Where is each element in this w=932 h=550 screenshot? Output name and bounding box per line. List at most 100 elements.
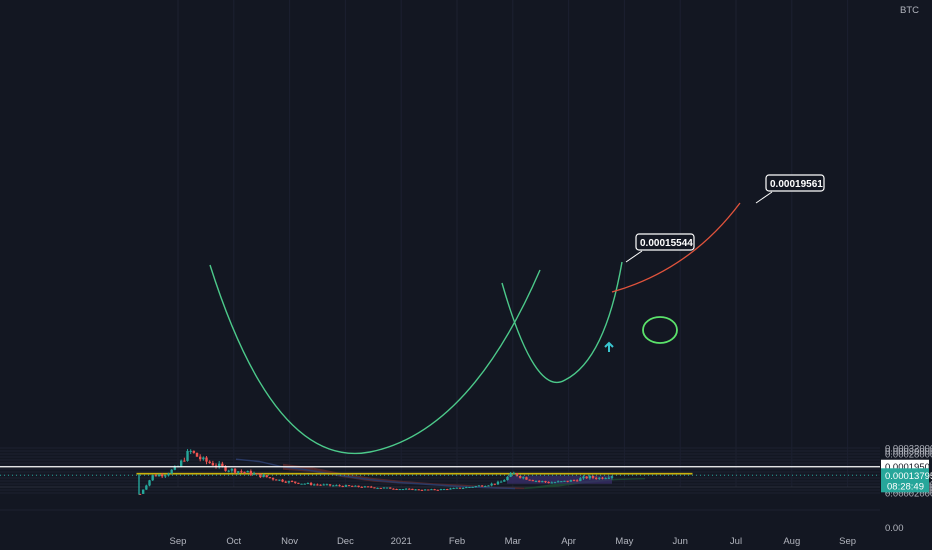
x-tick-label: Nov [281, 536, 298, 547]
candle-body [531, 480, 535, 482]
candle-body [569, 480, 573, 482]
candle-body [151, 475, 154, 481]
candle-body [601, 477, 604, 479]
candle-body [474, 486, 477, 488]
candle-body [332, 485, 335, 487]
candle-body [186, 450, 189, 461]
candle-body [461, 487, 465, 489]
candle-body [237, 471, 240, 473]
candle-body [243, 471, 246, 473]
candle-body [452, 488, 455, 490]
candle-body [335, 485, 338, 487]
candle-body [522, 477, 525, 479]
candle-body [420, 489, 424, 491]
candle-body [506, 476, 509, 481]
candle-body [233, 468, 237, 473]
candle-body [198, 456, 202, 460]
candle-body [284, 481, 287, 483]
candle-body [484, 486, 487, 488]
candle-body [252, 473, 256, 475]
candle-body [309, 482, 313, 485]
candle-body [249, 471, 253, 475]
candle-body [170, 469, 173, 474]
candle-body [417, 489, 420, 491]
candle-body [607, 477, 611, 479]
candle-body [392, 488, 395, 490]
candle-body [306, 482, 310, 484]
resistance-band[interactable] [136, 472, 693, 475]
candle-body [217, 463, 221, 467]
countdown-timer: 08:28:49 [887, 481, 924, 492]
candle-body [322, 484, 325, 486]
current-price-tag[interactable] [881, 468, 929, 493]
callout-leader [625, 250, 643, 263]
x-tick-label: Mar [505, 536, 521, 547]
candle-body [436, 489, 439, 491]
horizontal-level-line[interactable] [0, 466, 880, 476]
candle-body [287, 481, 291, 483]
candle-body [401, 489, 405, 491]
bull-cloud-segment [614, 478, 645, 481]
callout-value: 0.00015544 [640, 238, 693, 249]
candle-body [430, 489, 433, 491]
candle-body [525, 477, 528, 480]
candle-body [398, 489, 401, 491]
candle-body [591, 476, 595, 478]
candle-body [160, 474, 164, 477]
currency-unit: BTC [900, 5, 919, 16]
candle-body [313, 484, 316, 486]
cup-curves [209, 202, 741, 455]
price-callouts[interactable]: 0.00015544 0.00019561 [625, 174, 825, 263]
candle-body [439, 489, 443, 491]
candle-body [195, 452, 199, 457]
candle-body [297, 482, 300, 484]
candle-body [585, 476, 588, 479]
callout-leader [755, 191, 773, 204]
candle-body [471, 486, 474, 488]
candle-body [294, 481, 297, 483]
candle-body [370, 486, 373, 488]
candle-body [268, 477, 272, 479]
candle-body [347, 485, 351, 487]
candle-body [154, 475, 158, 477]
candle-body [319, 484, 322, 486]
x-tick-label: Jun [673, 536, 688, 547]
horizontal-level-value: 0.00019508 [885, 462, 932, 473]
y-tick-label: 0.00028000 [885, 450, 932, 461]
candle-body [496, 481, 500, 485]
candle-body [503, 480, 506, 482]
candle-body [509, 473, 512, 477]
candle-body [427, 489, 430, 491]
callout-box[interactable] [765, 174, 825, 192]
candle-body [278, 479, 281, 481]
candle-body [449, 488, 452, 490]
candle-body [515, 473, 519, 477]
candle-body [550, 482, 554, 484]
x-axis[interactable]: Sep Oct Nov Dec 2021 Feb Mar Apr May Jun Jul Aug Sep [170, 536, 857, 547]
candle-body [173, 466, 177, 470]
candle-body [423, 489, 427, 491]
candle-body [357, 485, 360, 487]
candlesticks [138, 449, 614, 495]
candle-body [214, 465, 218, 467]
candle-body [465, 487, 468, 489]
resistance-zone[interactable] [136, 472, 693, 475]
candle-body [547, 482, 550, 484]
candle-body [572, 480, 576, 482]
candle-body [385, 487, 389, 489]
candle-body [594, 477, 598, 479]
candle-body [414, 489, 417, 491]
x-tick-label: Dec [337, 536, 354, 547]
annotations [604, 341, 614, 352]
candle-body [382, 487, 386, 489]
y-axis[interactable]: 0.000020000.000040000.000060000.00008000… [880, 0, 932, 550]
current-price-value: 0.00013795 [885, 471, 932, 482]
candle-body [458, 487, 462, 489]
candle-body [138, 493, 142, 495]
callout-box[interactable] [635, 233, 695, 251]
candle-body [528, 479, 531, 481]
candle-body [376, 487, 379, 489]
candle-body [246, 471, 249, 473]
candle-body [164, 475, 167, 477]
